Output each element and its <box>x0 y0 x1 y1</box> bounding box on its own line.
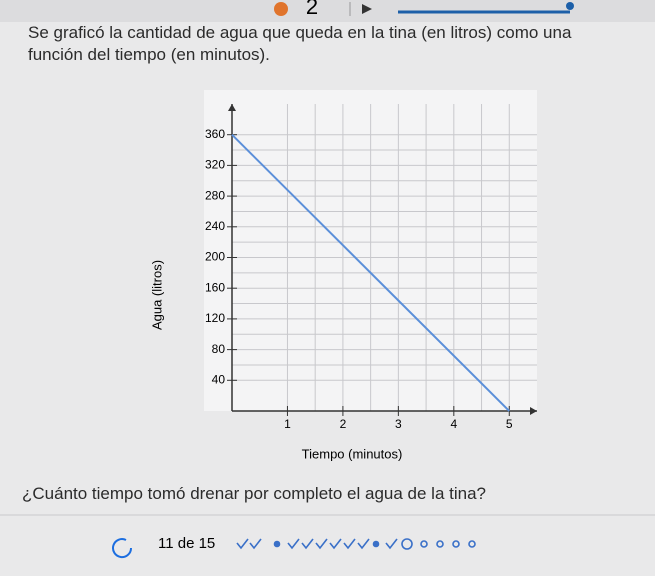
progress-knob[interactable] <box>566 2 574 10</box>
x-tick-label: 4 <box>450 417 457 431</box>
y-tick-label: 160 <box>205 280 225 294</box>
y-tick-label: 40 <box>212 372 226 386</box>
x-tick-label: 5 <box>506 417 513 431</box>
retry-icon[interactable] <box>112 538 133 559</box>
y-axis-label: Agua (litros) <box>149 260 164 330</box>
data-line <box>231 133 510 412</box>
x-tick-label: 2 <box>340 417 347 431</box>
y-arrow <box>228 104 236 111</box>
y-tick-label: 320 <box>205 158 225 172</box>
x-tick-label: 1 <box>284 417 291 431</box>
progress-marks <box>236 538 476 550</box>
status-dot <box>274 2 288 16</box>
y-tick-label: 240 <box>205 219 225 233</box>
progress-text: 11 de 15 <box>158 535 215 552</box>
prompt: Se graficó la cantidad de agua que queda… <box>28 23 572 64</box>
y-tick-label: 200 <box>205 250 225 264</box>
top-bar <box>0 0 655 22</box>
x-tick-label: 3 <box>395 417 402 431</box>
question: ¿Cuánto tiempo tomó drenar por completo … <box>22 484 486 503</box>
play-icon[interactable] <box>362 4 372 14</box>
y-tick-label: 80 <box>212 342 226 356</box>
chart: Tiempo (minutos) Agua (litros) 40 80 120 16… <box>149 90 537 461</box>
y-tick-label: 120 <box>205 311 225 325</box>
y-tick-label: 360 <box>205 127 225 141</box>
x-arrow <box>530 407 537 415</box>
x-axis-label: Tiempo (minutos) <box>302 446 403 461</box>
step-number: 2 <box>306 0 318 19</box>
y-tick-label: 280 <box>205 188 225 202</box>
